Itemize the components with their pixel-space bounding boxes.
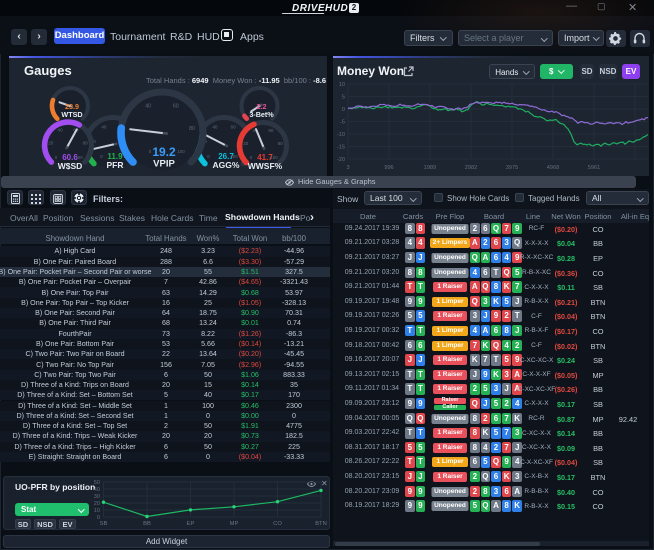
- svg-text:VPIP: VPIP: [153, 159, 175, 170]
- svg-text:EP: EP: [187, 521, 195, 527]
- svg-text:26.7: 26.7: [218, 152, 234, 161]
- svg-text:SB: SB: [100, 521, 108, 527]
- svg-text:0: 0: [250, 155, 253, 160]
- svg-text:80: 80: [278, 141, 284, 146]
- svg-text:19.2: 19.2: [152, 145, 176, 159]
- svg-text:10: 10: [94, 508, 100, 514]
- svg-text:1989: 1989: [424, 165, 436, 171]
- svg-text:PFR: PFR: [107, 160, 124, 170]
- svg-text:CO: CO: [273, 521, 282, 527]
- svg-text:30: 30: [94, 494, 100, 500]
- svg-text:20: 20: [94, 501, 100, 507]
- svg-text:W$SD: W$SD: [58, 161, 83, 171]
- svg-text:0: 0: [207, 154, 210, 159]
- svg-text:996: 996: [384, 165, 393, 171]
- svg-text:100: 100: [230, 154, 238, 159]
- svg-text:10: 10: [339, 82, 345, 88]
- svg-text:80: 80: [189, 126, 195, 132]
- svg-text:100: 100: [75, 155, 83, 160]
- svg-text:WWSF%: WWSF%: [248, 161, 283, 171]
- svg-text:-20: -20: [337, 157, 345, 163]
- svg-text:4968: 4968: [547, 165, 559, 171]
- svg-text:3: 3: [346, 165, 349, 171]
- svg-text:40: 40: [101, 124, 107, 129]
- svg-text:BB: BB: [143, 521, 151, 527]
- svg-text:3-Bet%: 3-Bet%: [249, 110, 274, 119]
- svg-text:100: 100: [177, 149, 185, 154]
- svg-text:0: 0: [149, 149, 152, 154]
- svg-text:20: 20: [243, 141, 249, 146]
- svg-text:60: 60: [231, 124, 237, 129]
- svg-text:0: 0: [100, 154, 103, 159]
- svg-text:-15: -15: [337, 145, 345, 151]
- svg-text:AGG%: AGG%: [213, 160, 240, 170]
- svg-text:WTSD: WTSD: [61, 110, 82, 119]
- svg-text:23.9: 23.9: [65, 102, 79, 111]
- svg-text:3975: 3975: [506, 165, 518, 171]
- svg-text:0: 0: [97, 515, 100, 521]
- svg-text:11.9: 11.9: [107, 152, 123, 161]
- svg-text:-5: -5: [340, 120, 345, 126]
- svg-text:BTN: BTN: [315, 521, 327, 527]
- svg-text:20: 20: [48, 140, 54, 145]
- svg-text:0: 0: [55, 155, 58, 160]
- svg-text:40: 40: [94, 487, 100, 493]
- svg-text:MP: MP: [230, 521, 239, 527]
- svg-text:60: 60: [268, 128, 274, 133]
- svg-text:80: 80: [83, 140, 89, 145]
- svg-text:60.6: 60.6: [62, 153, 78, 162]
- svg-text:40: 40: [212, 124, 218, 129]
- svg-text:40: 40: [58, 128, 64, 133]
- svg-text:41.7: 41.7: [257, 153, 273, 162]
- svg-text:50: 50: [94, 480, 100, 486]
- svg-text:60: 60: [173, 104, 179, 110]
- svg-text:100: 100: [270, 155, 278, 160]
- svg-text:0: 0: [342, 107, 345, 113]
- svg-text:40: 40: [145, 104, 151, 110]
- svg-text:5: 5: [342, 95, 345, 101]
- svg-text:2982: 2982: [465, 165, 477, 171]
- svg-text:-10: -10: [337, 132, 345, 138]
- svg-text:5961: 5961: [588, 165, 600, 171]
- svg-text:40: 40: [253, 128, 259, 133]
- svg-text:2.2: 2.2: [257, 102, 267, 111]
